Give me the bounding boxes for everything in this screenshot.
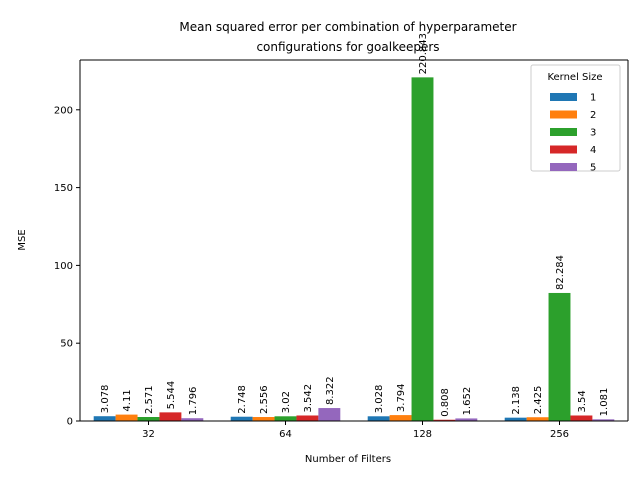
data-label-k5-f64: 8.322 (325, 376, 336, 405)
chart-title-line-2: configurations for goalkeepers (256, 40, 439, 54)
data-label-k2-f64: 2.556 (259, 385, 270, 414)
data-label-k1-f32: 3.078 (100, 385, 111, 414)
legend-swatch-1 (550, 93, 577, 101)
bar-k2-f64 (252, 417, 275, 421)
data-label-k4-f64: 3.542 (303, 384, 314, 413)
data-label-k2-f128: 3.794 (396, 383, 407, 412)
legend-swatch-5 (550, 163, 577, 171)
data-label-k3-f256: 82.284 (555, 255, 566, 290)
y-tick-label-0: 0 (67, 417, 73, 428)
y-tick-label-50: 50 (60, 339, 73, 350)
bar-k2-f256 (526, 417, 549, 421)
legend: Kernel Size 1 2 3 4 5 (530, 64, 621, 174)
y-tick-label-200: 200 (54, 105, 73, 116)
data-label-k3-f32: 2.571 (144, 385, 155, 414)
legend-items: 1 2 3 4 5 (550, 93, 596, 174)
bar-k1-f128 (367, 416, 390, 421)
legend-label-4: 4 (590, 145, 596, 156)
bar-k1-f32 (93, 416, 116, 421)
bar-k5-f256 (592, 419, 615, 421)
legend-label-5: 5 (590, 163, 596, 174)
x-tick-label-128: 128 (413, 429, 432, 440)
data-label-k2-f32: 4.11 (122, 389, 133, 411)
bar-k3-f256 (548, 292, 571, 421)
y-tick-label-100: 100 (54, 261, 73, 272)
bar-k1-f64 (230, 416, 253, 421)
y-tick-label-150: 150 (54, 183, 73, 194)
data-label-k2-f256: 2.425 (533, 386, 544, 415)
data-label-k3-f128: 220.843 (418, 33, 429, 74)
data-label-k4-f128: 0.808 (440, 388, 451, 417)
x-axis-label: Number of Filters (305, 454, 391, 465)
bars-group (93, 77, 615, 422)
legend-label-2: 2 (590, 110, 596, 121)
bar-k5-f32 (181, 418, 204, 421)
y-axis-label: MSE (17, 229, 28, 250)
data-label-k1-f256: 2.138 (511, 386, 522, 415)
x-tick-label-256: 256 (550, 429, 569, 440)
legend-swatch-2 (550, 110, 577, 119)
data-label-k5-f32: 1.796 (188, 387, 199, 416)
data-label-k5-f128: 1.652 (462, 387, 473, 416)
data-label-k5-f256: 1.081 (599, 388, 610, 417)
x-tick-label-64: 64 (279, 429, 292, 440)
legend-title: Kernel Size (547, 72, 602, 83)
bar-k4-f128 (433, 419, 456, 421)
legend-swatch-3 (550, 128, 577, 136)
legend-swatch-4 (550, 145, 577, 154)
data-label-k3-f64: 3.02 (281, 391, 292, 413)
bar-k4-f64 (296, 415, 319, 421)
data-label-k4-f32: 5.544 (166, 381, 177, 410)
chart-title-line-1: Mean squared error per combination of hy… (179, 20, 516, 34)
bar-k3-f32 (137, 417, 160, 421)
bar-k4-f32 (159, 412, 182, 421)
bar-k2-f32 (115, 414, 138, 421)
bar-k1-f256 (504, 417, 527, 421)
bar-k2-f128 (389, 415, 412, 421)
data-labels-group: 3.078 2.748 3.028 2.138 4.11 2.556 3.794 2.425 2… (100, 33, 610, 417)
titles-group: Mean squared error per combination of hy… (17, 20, 517, 465)
bar-k5-f128 (455, 418, 478, 421)
legend-label-1: 1 (590, 93, 596, 104)
bar-k5-f64 (318, 408, 341, 421)
bar-k3-f128 (411, 77, 434, 422)
data-label-k1-f64: 2.748 (237, 385, 248, 414)
x-tick-label-32: 32 (142, 429, 155, 440)
bar-k3-f64 (274, 416, 297, 421)
data-label-k1-f128: 3.028 (374, 385, 385, 414)
bar-k4-f256 (570, 415, 593, 421)
legend-label-3: 3 (590, 128, 596, 139)
data-label-k4-f256: 3.54 (577, 390, 588, 412)
